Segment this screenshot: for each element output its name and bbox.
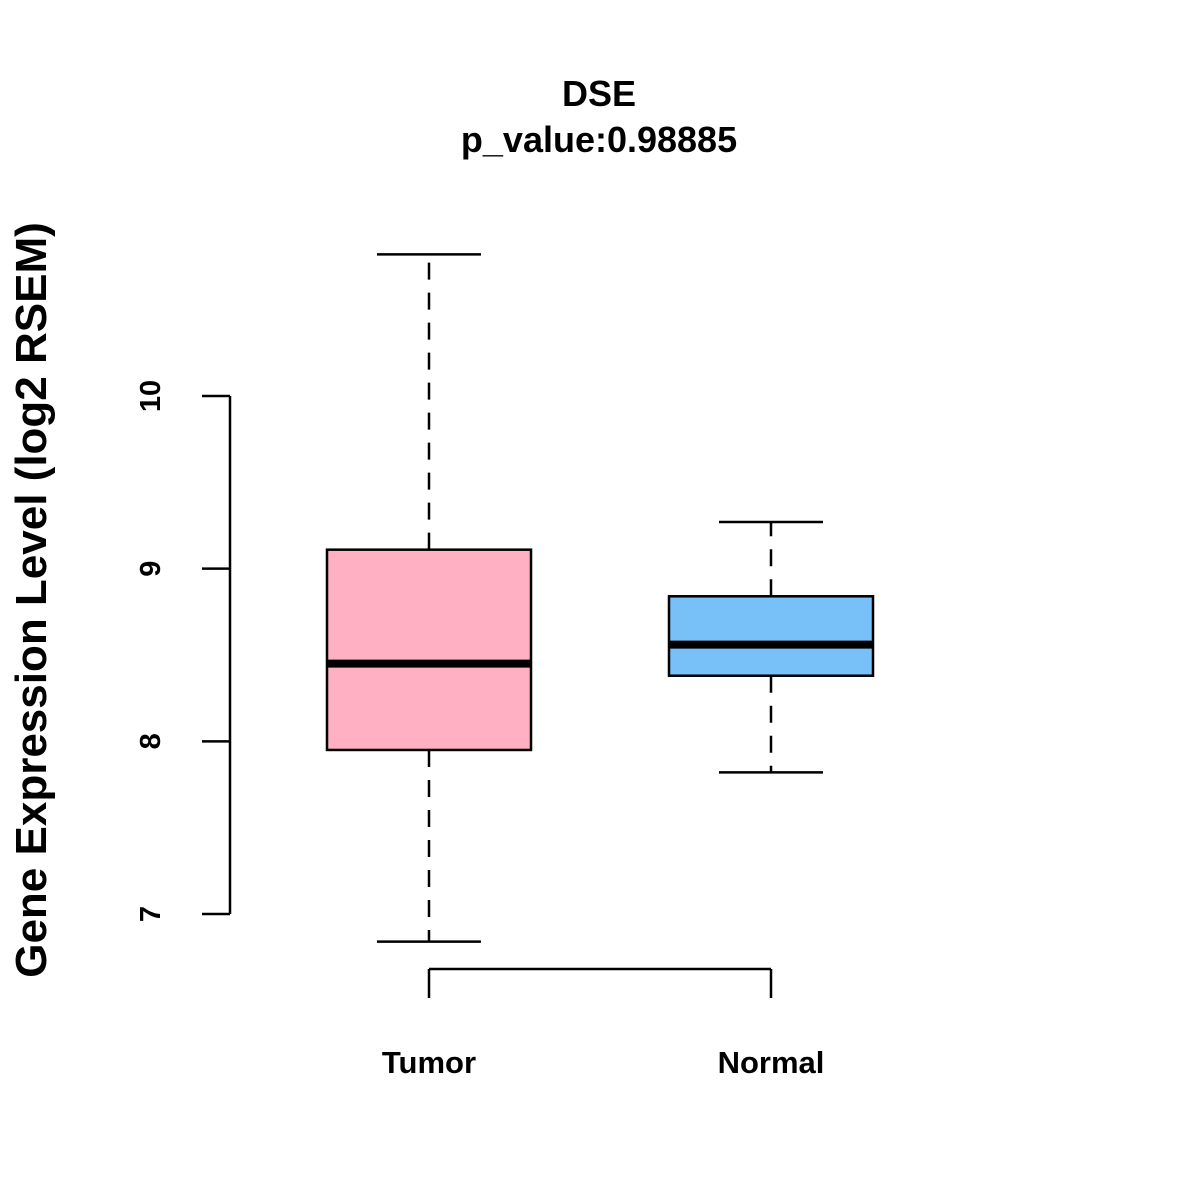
y-tick-label: 9 <box>135 561 167 577</box>
x-tick-label-normal: Normal <box>718 1045 825 1080</box>
x-axis: Tumor Normal <box>382 967 825 1080</box>
y-axis-label: Gene Expression Level (log2 RSEM) <box>7 222 56 978</box>
y-tick-label: 8 <box>135 733 167 749</box>
iqr-box-tumor <box>325 548 533 752</box>
boxes-group <box>325 253 875 943</box>
y-tick-label: 10 <box>135 380 167 412</box>
y-axis: 7 8 9 10 <box>135 380 232 922</box>
chart-title: DSE <box>562 73 636 114</box>
y-tick-label: 7 <box>135 906 167 922</box>
x-tick-label-tumor: Tumor <box>382 1045 476 1080</box>
box-normal <box>667 520 875 774</box>
chart-subtitle: p_value:0.98885 <box>461 119 737 160</box>
box-tumor <box>325 253 533 943</box>
iqr-box-normal <box>667 595 875 677</box>
